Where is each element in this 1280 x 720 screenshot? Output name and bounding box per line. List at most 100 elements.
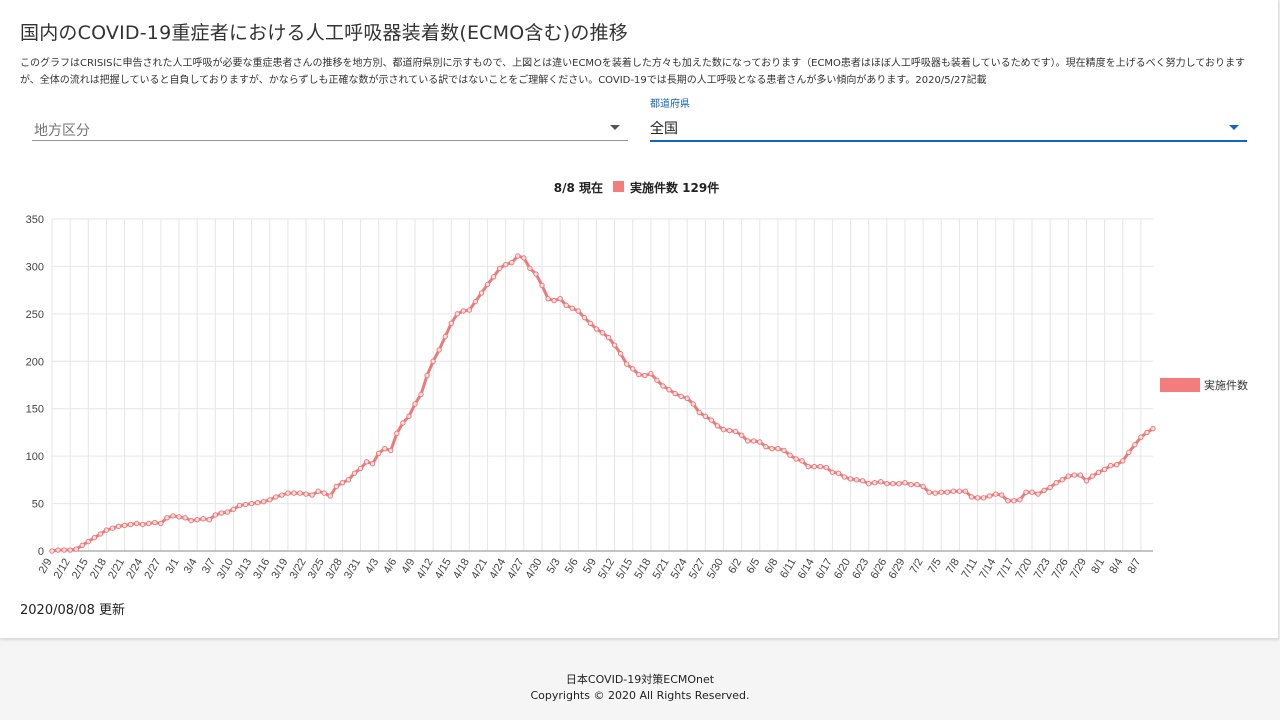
data-point <box>321 490 327 496</box>
data-point <box>763 443 769 450</box>
data-point <box>944 489 951 495</box>
data-point <box>902 480 908 486</box>
x-tick-label: 7/5 <box>926 557 944 576</box>
data-point <box>1035 491 1041 497</box>
data-point <box>1138 434 1144 440</box>
x-tick-label: 3/13 <box>233 557 254 582</box>
data-point <box>61 547 67 553</box>
x-tick-label: 4/30 <box>524 557 545 582</box>
data-point <box>303 491 309 497</box>
content-card: 国内のCOVID-19重症者における人工呼吸器装着数(ECMO含む)の推移 この… <box>0 0 1279 639</box>
data-point <box>630 366 636 372</box>
data-point <box>781 447 787 454</box>
data-point <box>472 298 479 305</box>
data-point <box>835 470 842 476</box>
data-point <box>1150 425 1156 432</box>
x-tick-label: 5/12 <box>596 557 617 582</box>
y-tick-label: 350 <box>26 214 44 226</box>
x-tick-label: 7/26 <box>1050 557 1071 582</box>
data-point <box>769 445 775 452</box>
x-tick-label: 6/20 <box>832 557 853 582</box>
data-point <box>938 489 944 495</box>
data-point <box>1083 478 1090 484</box>
x-tick-label: 7/17 <box>995 556 1016 581</box>
data-point <box>738 432 745 438</box>
data-point <box>339 480 346 486</box>
data-point <box>974 495 981 501</box>
chevron-down-icon[interactable] <box>610 125 620 130</box>
data-point <box>442 333 448 340</box>
legend-swatch <box>1160 378 1200 392</box>
x-tick-label: 5/15 <box>614 557 635 582</box>
data-point <box>696 409 702 416</box>
legend-label: 実施件数 <box>1204 378 1248 392</box>
data-point <box>672 390 678 397</box>
data-point <box>1047 484 1053 491</box>
data-point <box>714 423 721 429</box>
y-tick-label: 50 <box>32 499 44 511</box>
data-point <box>388 447 394 454</box>
data-point <box>1126 449 1132 456</box>
data-point <box>1029 489 1035 495</box>
data-point <box>91 535 98 541</box>
data-point <box>109 525 116 531</box>
data-point <box>847 476 854 482</box>
y-tick-label: 150 <box>26 404 44 416</box>
region-select[interactable]: 地方区分 <box>32 112 628 141</box>
x-tick-label: 4/12 <box>415 557 436 582</box>
x-tick-label: 3/19 <box>269 557 290 582</box>
data-point <box>454 311 461 317</box>
data-point <box>236 502 243 509</box>
page-description: このグラフはCRISISに申告された人工呼吸が必要な重症患者さんの推移を地方別、… <box>20 58 1246 86</box>
data-point <box>297 490 303 496</box>
data-point <box>1107 462 1114 469</box>
data-point <box>642 372 648 379</box>
chart-title: 8/8 現在 <box>554 180 603 195</box>
data-point <box>623 361 630 367</box>
x-tick-label: 5/27 <box>687 557 708 582</box>
data-point <box>424 372 430 379</box>
chart-title-swatch <box>613 181 624 192</box>
x-tick-label: 4/3 <box>363 557 381 576</box>
data-point <box>581 314 588 321</box>
updated-date: 2020/08/08 更新 <box>20 603 126 618</box>
data-point <box>436 347 442 353</box>
data-point <box>515 253 521 259</box>
data-point <box>684 395 690 401</box>
data-point <box>248 500 255 507</box>
data-point <box>587 320 594 327</box>
y-tick-label: 250 <box>26 309 44 321</box>
x-tick-label: 7/20 <box>1014 557 1035 582</box>
x-tick-label: 2/21 <box>106 557 127 582</box>
footer-org: 日本COVID-19対策ECMOnet <box>565 673 715 686</box>
y-tick-label: 200 <box>26 356 44 368</box>
data-point <box>1101 466 1108 473</box>
data-point <box>375 450 382 456</box>
data-point <box>757 439 763 445</box>
data-point <box>575 308 582 314</box>
data-point <box>593 326 600 332</box>
chevron-down-icon[interactable] <box>1229 125 1239 130</box>
data-point <box>611 342 618 348</box>
data-point <box>466 307 473 313</box>
data-point <box>787 452 793 458</box>
x-tick-label: 2/27 <box>142 557 163 582</box>
data-point <box>872 480 878 486</box>
data-point <box>859 478 866 484</box>
data-point <box>660 383 666 389</box>
data-point <box>545 295 551 302</box>
data-point <box>720 426 727 433</box>
prefecture-select[interactable]: 都道府県 全国 <box>650 99 1247 142</box>
data-point <box>200 516 206 522</box>
data-point <box>1017 497 1023 503</box>
data-point <box>67 547 73 553</box>
data-point <box>908 481 914 488</box>
data-point <box>418 391 424 398</box>
data-point <box>406 413 412 420</box>
x-tick-label: 4/6 <box>381 557 399 576</box>
data-point <box>496 265 503 272</box>
x-tick-label: 8/1 <box>1089 557 1107 576</box>
data-point <box>1011 498 1017 504</box>
data-point <box>261 498 267 505</box>
x-tick-label: 8/7 <box>1125 557 1143 576</box>
